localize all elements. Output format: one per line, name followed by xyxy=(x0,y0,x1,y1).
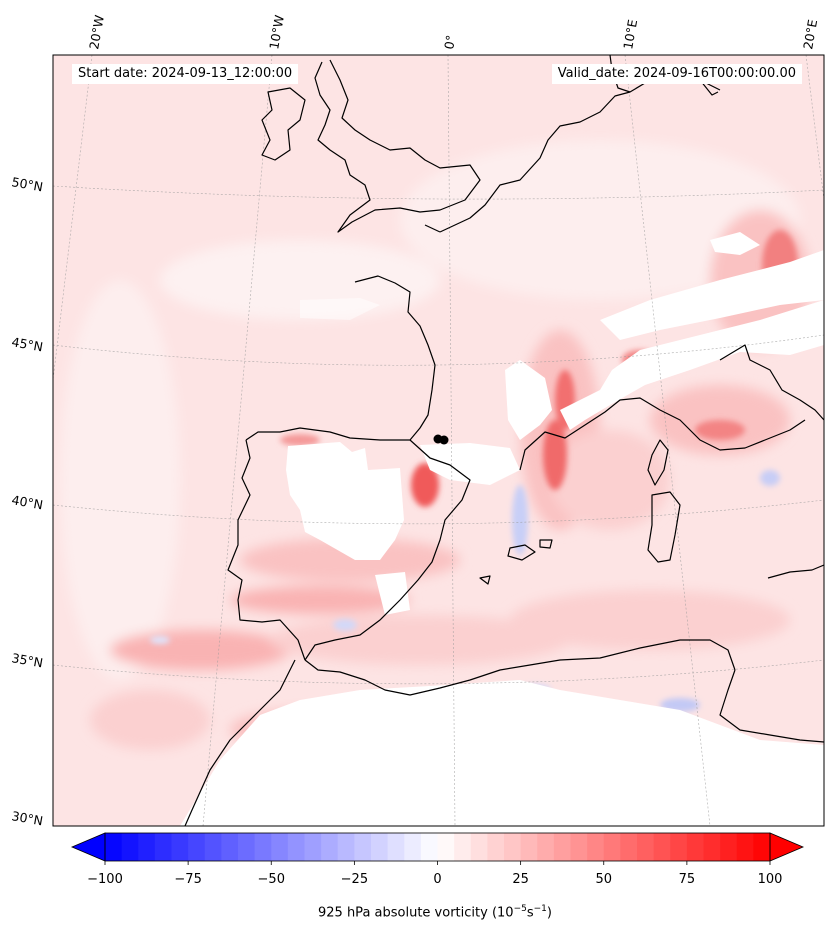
colorbar-ticks: −100 −75 −50 −25 0 25 50 75 100 xyxy=(87,861,782,887)
colorbar-segment xyxy=(470,833,488,861)
colorbar-segment xyxy=(138,833,156,861)
colorbar-segment xyxy=(553,833,572,861)
lat-label-35n: 35°N xyxy=(10,650,44,670)
colorbar-segment xyxy=(271,833,289,861)
colorbar-segment xyxy=(487,833,505,861)
colorbar-segment xyxy=(287,833,306,861)
colorbar-segment xyxy=(171,833,189,861)
colorbar-segment xyxy=(238,833,256,861)
colorbar-segment xyxy=(587,833,605,861)
colorbar-segment xyxy=(105,833,123,861)
colorbar-segment xyxy=(736,833,754,861)
colorbar-segment xyxy=(337,833,355,861)
colorbar-segment xyxy=(154,833,173,861)
colorbar-segment xyxy=(703,833,721,861)
lat-label-45n: 45°N xyxy=(10,334,44,354)
vorticity-field xyxy=(53,55,824,826)
colorbar-tick-label: 25 xyxy=(512,872,529,887)
colorbar-segment xyxy=(387,833,405,861)
colorbar-segment xyxy=(437,833,455,861)
colorbar-segment xyxy=(570,833,588,861)
colorbar-segment xyxy=(686,833,705,861)
location-marker xyxy=(433,434,449,445)
colorbar-segment xyxy=(371,833,389,861)
colorbar-segment xyxy=(404,833,422,861)
graticule xyxy=(53,55,824,826)
colorbar-title-end: ) xyxy=(546,905,552,921)
colorbar-segment xyxy=(670,833,688,861)
lat-label-30n: 30°N xyxy=(10,808,44,828)
colorbar-title-mid: s xyxy=(526,905,534,921)
colorbar-segment xyxy=(354,833,372,861)
colorbar-segment xyxy=(121,833,139,861)
colorbar-tick-label: 0 xyxy=(433,872,441,887)
colorbar-segment xyxy=(420,833,439,861)
colorbar-tick-label: −75 xyxy=(174,872,201,887)
colorbar-title-exp2: −1 xyxy=(533,904,547,914)
lon-label-10e: 10°E xyxy=(620,18,640,50)
colorbar-segment xyxy=(188,833,206,861)
colorbar-segment xyxy=(504,833,522,861)
colorbar-segment xyxy=(620,833,638,861)
colorbar-tick-label: 50 xyxy=(595,872,612,887)
colorbar-extend-low xyxy=(70,832,106,862)
lon-label-20e: 20°E xyxy=(800,18,820,50)
colorbar-segment xyxy=(520,833,538,861)
colorbar-segment xyxy=(653,833,671,861)
colorbar-tick-label: −50 xyxy=(258,872,285,887)
colorbar-segment xyxy=(254,833,272,861)
colorbar-extend-high xyxy=(769,832,805,862)
lat-label-40n: 40°N xyxy=(10,492,44,512)
colorbar-segment xyxy=(537,833,555,861)
colorbar-segment xyxy=(720,833,738,861)
colorbar-segment xyxy=(637,833,655,861)
colorbar-tick-label: −100 xyxy=(87,872,123,887)
colorbar-title-exp1: −5 xyxy=(513,904,527,914)
lat-label-50n: 50°N xyxy=(10,174,44,194)
colorbar-segments xyxy=(105,833,771,861)
colorbar-segment xyxy=(603,833,621,861)
colorbar-segment xyxy=(753,833,771,861)
lon-label-10w: 10°W xyxy=(266,14,287,51)
colorbar-title-text: 925 hPa absolute vorticity (10 xyxy=(318,905,514,921)
lon-label-0: 0° xyxy=(441,34,458,51)
valid-date-label: Valid_date: 2024-09-16T00:00:00.00 xyxy=(551,64,802,84)
start-date-label: Start date: 2024-09-13_12:00:00 xyxy=(72,64,299,84)
map-frame xyxy=(52,54,825,827)
colorbar-segment xyxy=(454,833,472,861)
colorbar-segment xyxy=(221,833,239,861)
colorbar-tick-label: −25 xyxy=(341,872,368,887)
lon-label-20w: 20°W xyxy=(86,14,107,51)
colorbar-tick-label: 100 xyxy=(758,872,783,887)
colorbar-segment xyxy=(321,833,339,861)
colorbar-segment xyxy=(304,833,322,861)
colorbar-segment xyxy=(204,833,222,861)
colorbar-tick-label: 75 xyxy=(679,872,696,887)
colorbar-title: 925 hPa absolute vorticity (10−5s−1) xyxy=(0,904,832,920)
